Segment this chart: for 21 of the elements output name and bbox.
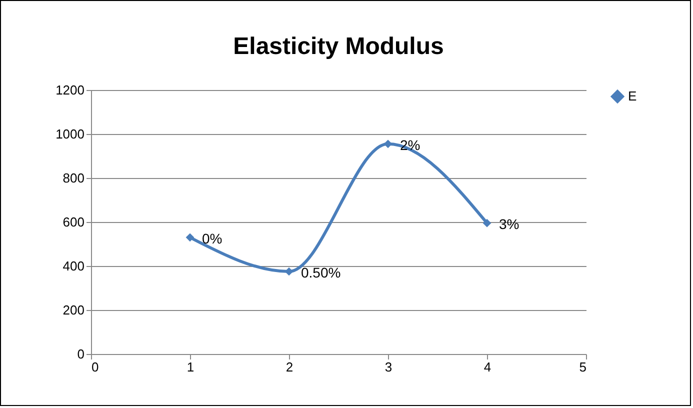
y-tick-label: 800 — [62, 170, 84, 186]
point — [482, 218, 492, 228]
x-tick-label: 4 — [484, 360, 492, 374]
x-tick-label: 0 — [92, 360, 99, 374]
annotation: 0% — [202, 230, 222, 246]
annotation: 0.50% — [301, 264, 341, 280]
y-tick-label: 0 — [77, 346, 84, 362]
annotation: 3% — [499, 216, 520, 232]
y-tick-label: 200 — [62, 302, 84, 318]
y-tick-label: 600 — [62, 214, 84, 230]
legend-label: E — [628, 88, 637, 104]
x-tick-label: 5 — [579, 360, 586, 374]
point — [186, 233, 194, 242]
x-tick-label: 1 — [186, 360, 194, 374]
y-tick-label: 1200 — [56, 82, 84, 98]
annotation: 2% — [400, 136, 420, 153]
chart-title: Elasticity Modulus — [233, 33, 444, 60]
x-tick-label: 2 — [286, 360, 294, 374]
y-tick-label: 1000 — [56, 126, 84, 142]
x-tick-label: 3 — [384, 360, 392, 374]
y-tick-label: 400 — [62, 258, 84, 274]
